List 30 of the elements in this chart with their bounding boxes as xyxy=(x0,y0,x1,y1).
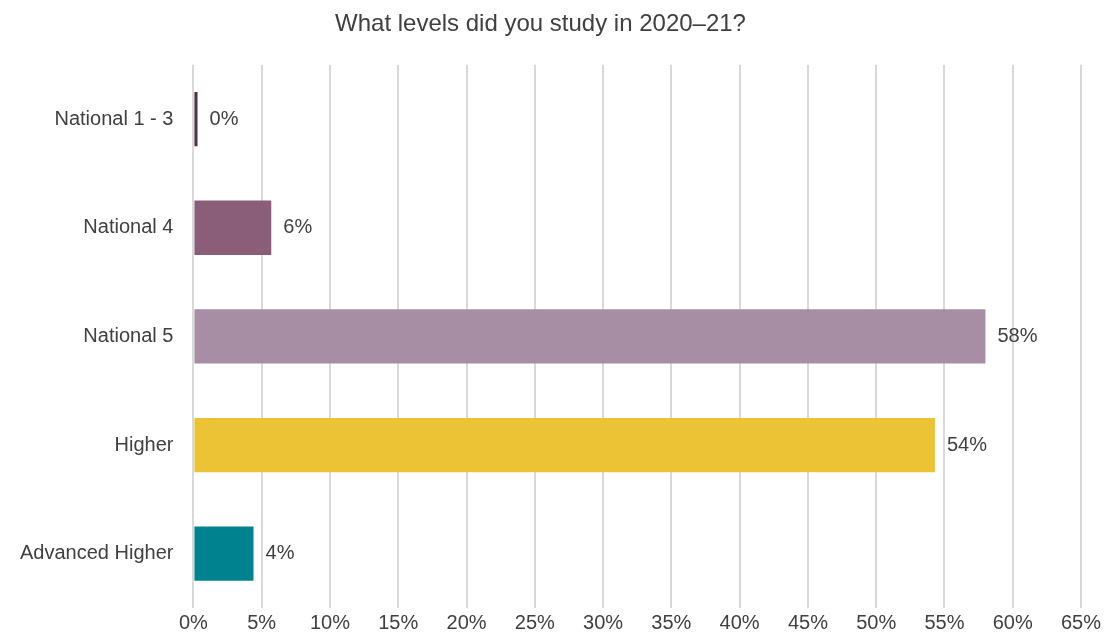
x-tick-label: 55% xyxy=(924,610,965,633)
chart-title: What levels did you study in 2020–21? xyxy=(335,9,746,37)
data-label: 4% xyxy=(265,541,295,564)
bar xyxy=(194,309,986,364)
x-tick-label: 10% xyxy=(309,610,351,633)
bar xyxy=(194,526,254,581)
y-tick-label: National 5 xyxy=(83,323,174,346)
x-tick-label: 15% xyxy=(378,610,419,633)
data-label: 54% xyxy=(946,432,988,455)
x-tick-label: 25% xyxy=(514,610,556,633)
x-tick-label: 5% xyxy=(247,610,277,633)
bar xyxy=(194,200,272,255)
data-label: 58% xyxy=(997,323,1038,346)
x-tick-label: 45% xyxy=(787,610,829,633)
x-tick-label: 40% xyxy=(719,610,760,633)
x-tick-label: 50% xyxy=(856,610,897,633)
x-tick-label: 60% xyxy=(992,610,1033,633)
data-label: 6% xyxy=(283,215,313,238)
bar xyxy=(194,417,935,473)
x-tick-label: 20% xyxy=(446,610,487,633)
x-tick-label: 0% xyxy=(178,610,209,633)
y-tick-label: National 4 xyxy=(83,215,174,238)
bar xyxy=(194,91,198,147)
data-label: 0% xyxy=(209,106,239,129)
y-tick-label: National 1 - 3 xyxy=(54,106,174,129)
x-tick-label: 65% xyxy=(1060,610,1102,633)
y-tick-label: Higher xyxy=(114,432,174,455)
y-tick-label: Advanced Higher xyxy=(19,541,174,564)
x-tick-label: 35% xyxy=(651,610,692,633)
x-tick-label: 30% xyxy=(583,610,624,633)
